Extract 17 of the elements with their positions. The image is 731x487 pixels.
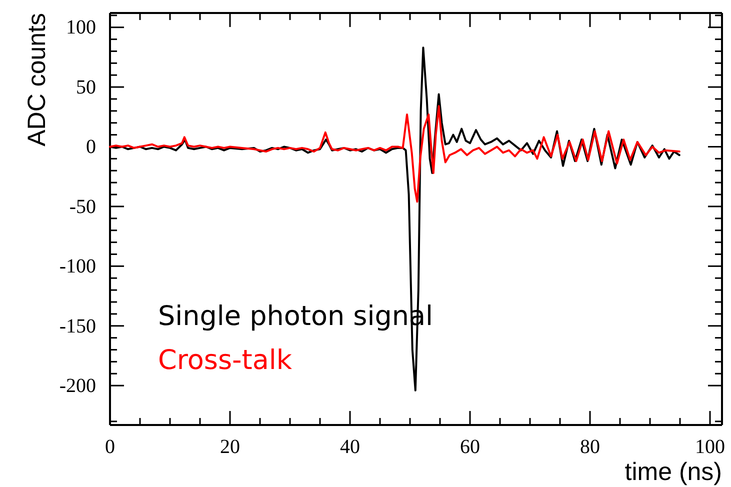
y-tick-label: -200 (59, 374, 96, 397)
y-tick-label: -50 (69, 196, 96, 218)
x-tick-label: 0 (105, 436, 115, 458)
x-tick-label: 20 (220, 436, 240, 458)
x-axis-title: time (ns) (624, 458, 722, 486)
x-tick-label: 60 (460, 436, 480, 458)
x-tick-label: 40 (340, 436, 360, 458)
y-tick-label: -100 (59, 256, 96, 278)
y-axis-title: ADC counts (23, 13, 51, 146)
x-tick-label: 80 (580, 436, 600, 458)
text: Cross-talk (158, 345, 292, 376)
y-tick-label: -150 (59, 315, 96, 338)
y-tick-label: 0 (86, 136, 96, 158)
y-tick-label: 50 (76, 76, 96, 98)
y-tick-label: 100 (66, 16, 96, 39)
line-series (109, 105, 680, 203)
x-tick-label: 100 (695, 436, 725, 458)
